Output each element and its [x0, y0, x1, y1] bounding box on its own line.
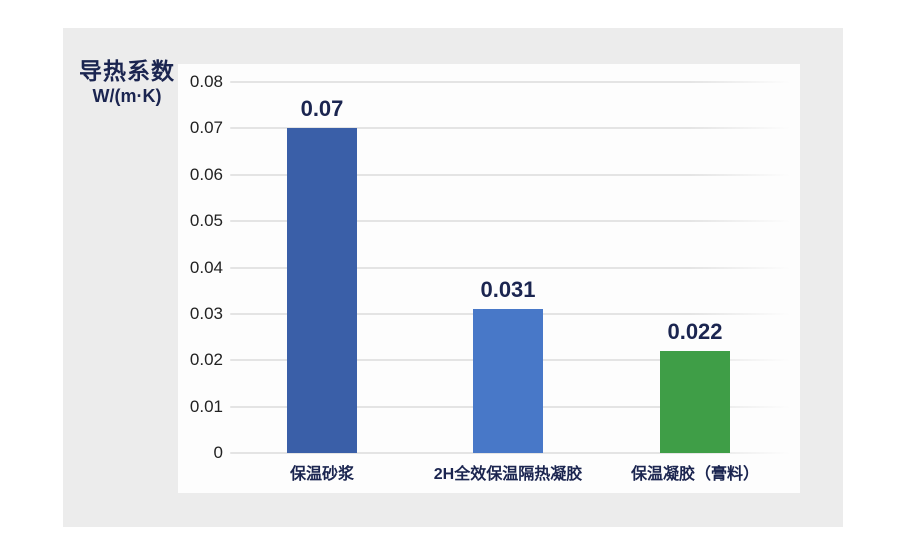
category-label: 保温凝胶（膏料） — [630, 466, 759, 483]
y-tick-label: 0.01 — [189, 396, 223, 416]
gridline — [230, 81, 790, 83]
plot-area: 0 0.01 0.02 0.03 0.04 0.05 0.06 0.07 0.08 0.07 保温砂… — [178, 64, 800, 493]
y-tick-label: 0.05 — [189, 211, 223, 231]
y-tick-label: 0.03 — [189, 303, 223, 323]
gridline — [230, 266, 790, 269]
gridline — [230, 220, 790, 223]
y-tick-label: 0.02 — [189, 350, 223, 370]
y-tick-label: 0.04 — [189, 257, 223, 277]
y-axis-title: 导热系数 W/(m·K) — [75, 58, 179, 108]
y-tick-label: 0.08 — [189, 72, 223, 91]
y-axis-unit-text: W/(m·K) — [92, 86, 162, 106]
bar — [473, 309, 543, 453]
y-tick-label: 0.07 — [189, 118, 223, 138]
gridline — [230, 173, 790, 176]
bar — [287, 128, 357, 453]
y-axis-title-text: 导热系数 — [79, 58, 175, 84]
gridline — [230, 127, 790, 130]
category-label: 保温砂浆 — [289, 466, 354, 483]
chart-panel: 导热系数 W/(m·K) 0 0.01 0.02 0.03 0.04 0.05 0.06 0.… — [63, 28, 843, 527]
y-tick-label: 0 — [213, 443, 223, 462]
bar — [660, 350, 730, 453]
category-label: 2H全效保温隔热凝胶 — [433, 466, 583, 483]
bar-value-label: 0.07 — [300, 96, 344, 122]
y-tick-label: 0.06 — [189, 164, 223, 184]
bar-value-label: 0.022 — [667, 318, 723, 344]
gridline — [230, 452, 790, 454]
bar-value-label: 0.031 — [480, 277, 536, 303]
